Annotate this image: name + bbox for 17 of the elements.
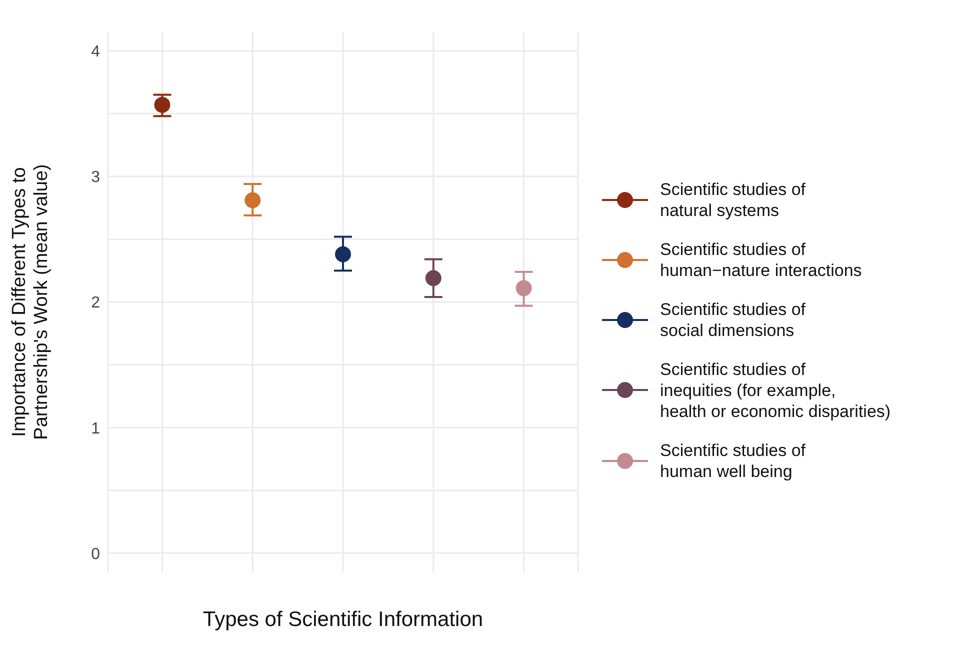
- legend-label: Scientific studies of inequities (for example, health or economic disparities): [660, 358, 891, 422]
- legend-label: Scientific studies of natural systems: [660, 178, 806, 220]
- point: [154, 96, 170, 113]
- point: [335, 246, 351, 262]
- point: [425, 270, 442, 286]
- point: [244, 192, 261, 208]
- y-tick-label: 2: [91, 294, 100, 312]
- y-tick-label: 3: [91, 169, 100, 186]
- legend-label: Scientific studies of human well being: [660, 440, 806, 482]
- y-tick-label: 4: [91, 44, 100, 61]
- y-tick-label: 0: [91, 546, 100, 563]
- legend-label: Scientific studies of human−nature interactions: [660, 238, 862, 280]
- legend-label: Scientific studies of social dimensions: [660, 298, 806, 340]
- y-axis-title: Importance of Different Types to Partnership's Work (mean value): [9, 164, 52, 440]
- y-tick-label: 1: [91, 420, 100, 438]
- x-axis-title: Types of Scientific Information: [202, 608, 484, 631]
- point: [516, 280, 532, 296]
